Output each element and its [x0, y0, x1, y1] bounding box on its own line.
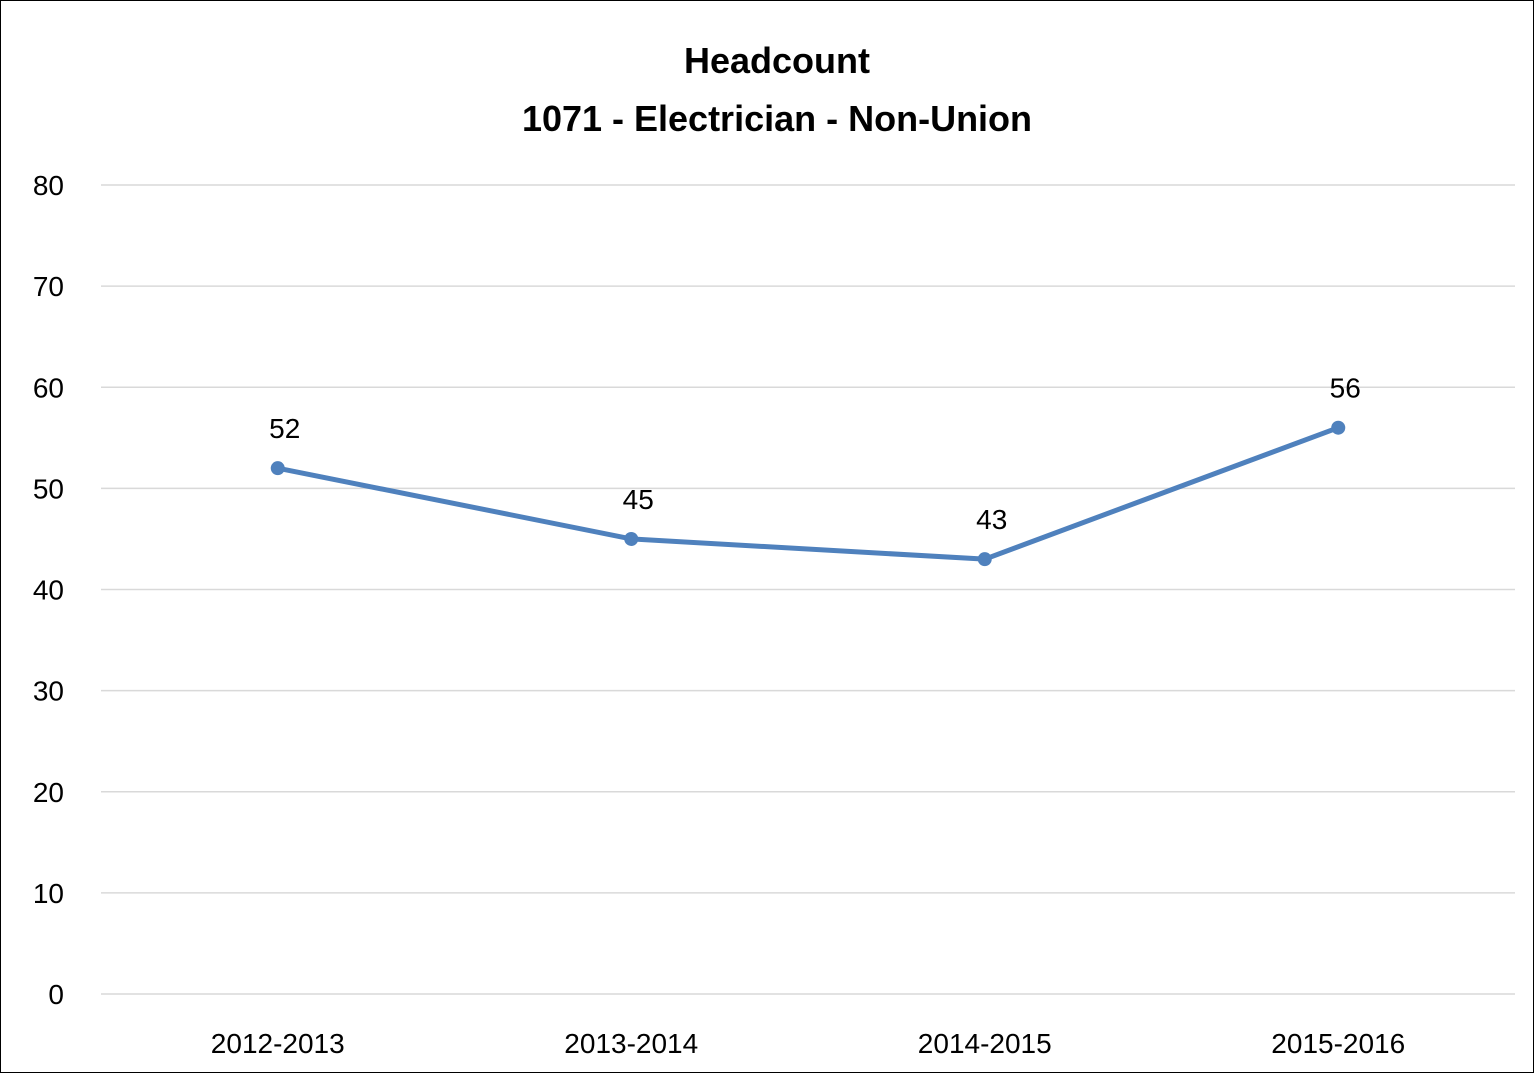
data-label: 45 — [623, 484, 654, 515]
data-label: 43 — [976, 504, 1007, 535]
data-label: 52 — [269, 413, 300, 444]
series-group: 52 45 43 56 — [269, 373, 1361, 567]
y-tick-label: 50 — [33, 473, 64, 504]
x-tick-label: 2013-2014 — [564, 1028, 698, 1059]
series-line — [275, 425, 1341, 562]
y-tick-label: 40 — [33, 575, 64, 606]
y-tick-label: 10 — [33, 878, 64, 909]
chart-title: Headcount — [684, 40, 870, 81]
data-point — [977, 552, 992, 567]
y-tick-label: 60 — [33, 372, 64, 403]
x-tick-label: 2012-2013 — [211, 1028, 345, 1059]
y-tick-label: 0 — [48, 979, 64, 1010]
y-axis-ticks: 0 10 20 30 40 50 60 70 80 — [33, 170, 64, 1010]
x-tick-label: 2015-2016 — [1271, 1028, 1405, 1059]
gridlines — [101, 184, 1515, 995]
y-tick-label: 80 — [33, 170, 64, 201]
data-point — [624, 531, 639, 546]
x-tick-label: 2014-2015 — [918, 1028, 1052, 1059]
y-tick-label: 30 — [33, 676, 64, 707]
y-tick-label: 70 — [33, 271, 64, 302]
x-axis-ticks: 2012-2013 2013-2014 2014-2015 2015-2016 — [211, 1028, 1405, 1059]
data-label: 56 — [1330, 373, 1361, 404]
data-point — [1331, 420, 1346, 435]
y-tick-label: 20 — [33, 777, 64, 808]
data-point — [270, 461, 285, 476]
chart-subtitle: 1071 - Electrician - Non-Union — [522, 98, 1032, 139]
